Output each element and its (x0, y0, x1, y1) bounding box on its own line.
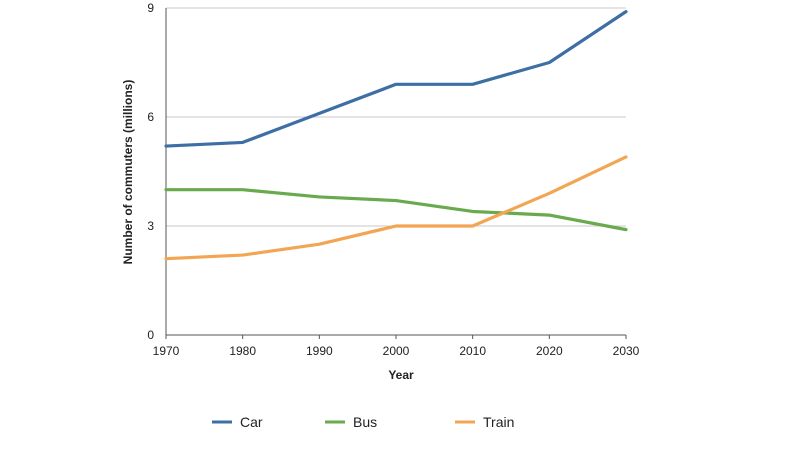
legend-item-train: Train (455, 414, 514, 430)
x-tick-label: 2030 (613, 344, 640, 358)
x-tick-label: 2020 (536, 344, 563, 358)
legend: Car Bus Train (212, 414, 514, 430)
series-line-train (164, 155, 628, 261)
x-tick-labels: 1970 1980 1990 2000 2010 2020 2030 (153, 344, 640, 358)
x-tick-label: 1990 (306, 344, 333, 358)
y-tick-label: 3 (147, 219, 154, 233)
y-axis-title: Number of commuters (millions) (121, 80, 135, 265)
legend-item-bus: Bus (325, 414, 377, 430)
x-tick-label: 1970 (153, 344, 180, 358)
axes (165, 8, 627, 339)
x-tick-label: 1980 (229, 344, 256, 358)
series-line-car (164, 10, 628, 148)
legend-label-car: Car (240, 414, 263, 430)
legend-label-train: Train (483, 414, 514, 430)
legend-item-car: Car (212, 414, 263, 430)
y-tick-label: 9 (147, 1, 154, 15)
x-tick-label: 2010 (459, 344, 486, 358)
gridlines (166, 7, 626, 227)
y-tick-labels: 0 3 6 9 (147, 1, 154, 342)
legend-label-bus: Bus (353, 414, 377, 430)
y-tick-label: 6 (147, 110, 154, 124)
x-axis-title: Year (388, 368, 414, 382)
x-tick-label: 2000 (383, 344, 410, 358)
y-tick-label: 0 (147, 328, 154, 342)
series-line-bus (164, 188, 628, 232)
series-lines (164, 10, 628, 261)
